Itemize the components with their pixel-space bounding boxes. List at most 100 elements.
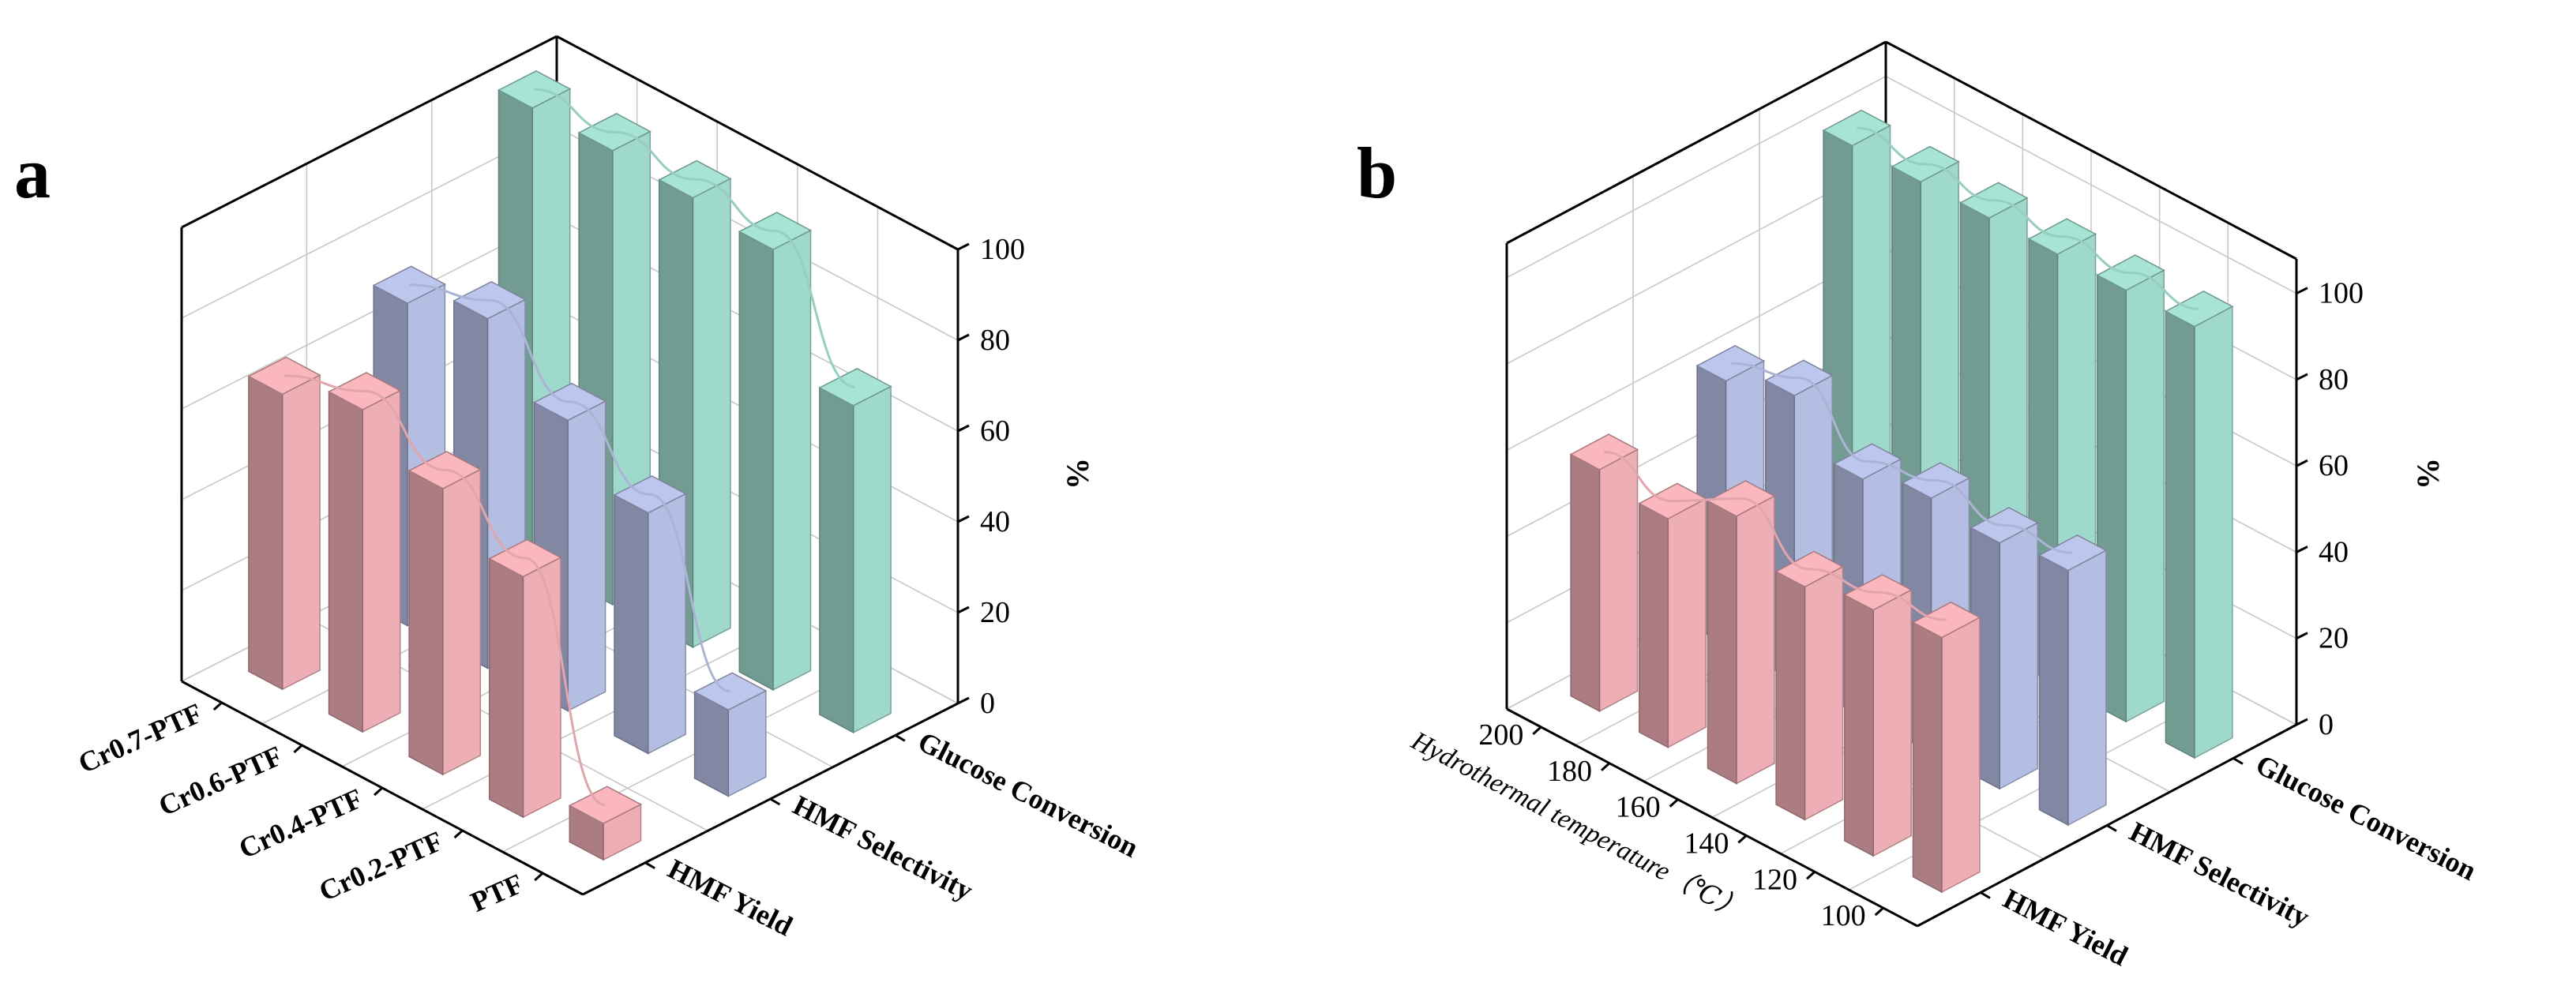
z-tick-mark <box>957 515 970 523</box>
bar-side-face <box>2038 554 2069 827</box>
z-axis-ticks: 0 20 40 60 80 100% <box>957 233 1095 720</box>
category-tick-mark <box>293 744 303 754</box>
series-tick-mark <box>895 734 906 742</box>
wall-gridline <box>1506 248 1887 451</box>
category-label: 180 <box>1547 755 1592 788</box>
z-tick-label: 100 <box>2319 277 2364 310</box>
panel-letter-b: b <box>1357 133 1397 213</box>
bar-front-face <box>2125 269 2165 723</box>
z-tick-mark <box>957 424 970 433</box>
bar-side-face <box>328 390 363 733</box>
category-tick-mark <box>212 701 223 711</box>
bar-glucose-conversion-120 <box>2096 254 2165 723</box>
z-tick-mark <box>2296 373 2308 381</box>
bar-side-face <box>1844 594 1874 857</box>
bar-side-face <box>738 231 774 692</box>
series-line-hmf-yield <box>284 374 606 807</box>
chart-panel-a: a 020406080100%PTFCr0.2-PTFCr0.4-PTFCr0.… <box>14 35 1143 942</box>
bar-hmf-yield-120 <box>1843 574 1913 857</box>
z-tick-mark <box>2296 459 2308 467</box>
z-tick-mark <box>957 333 970 342</box>
series-label: Glucose Conversion <box>2251 748 2481 887</box>
wall-gridline <box>1506 75 1887 279</box>
category-tick-mark <box>1874 906 1884 917</box>
bar-hmf-yield-180 <box>1638 482 1707 748</box>
bar-hmf-selectivity-cr0.2-ptf <box>613 474 687 755</box>
bar-front-face <box>1736 495 1775 785</box>
z-tick-label: 40 <box>2319 535 2349 568</box>
bar-side-face <box>1570 453 1601 713</box>
category-tick-mark <box>1669 798 1679 808</box>
bar-front-face <box>692 178 731 649</box>
bar-hmf-yield-cr0.6-ptf <box>327 372 402 733</box>
bar-side-face <box>1912 621 1943 894</box>
wall-gridline <box>181 126 558 319</box>
wall-gridline <box>181 217 558 410</box>
bar-side-face <box>248 375 284 691</box>
series-tick-mark <box>769 797 781 806</box>
z-tick-label: 0 <box>2319 708 2334 741</box>
bar-hmf-selectivity-120 <box>1970 507 2039 790</box>
z-tick-label: 60 <box>980 414 1010 448</box>
series-line-glucose-conversion <box>1857 126 2199 310</box>
bar-hmf-yield-200 <box>1569 433 1639 713</box>
z-tick-mark <box>2296 718 2308 726</box>
category-tick-mark <box>1737 834 1748 844</box>
bar-front-face <box>1667 497 1707 748</box>
bar-front-face <box>522 556 561 819</box>
series-label: HMF Yield <box>1998 883 2132 972</box>
axis-line <box>1506 707 1918 928</box>
category-tick-mark <box>1600 762 1611 771</box>
bar-front-face <box>852 385 892 734</box>
bar-hmf-selectivity-100 <box>2037 534 2108 827</box>
bar-hmf-yield-160 <box>1706 480 1776 785</box>
z-tick-mark <box>957 242 970 251</box>
z-axis-title: % <box>1060 458 1095 489</box>
bar-front-face <box>1598 448 1639 713</box>
bar-glucose-conversion-100 <box>2164 291 2234 759</box>
wall-gridline <box>1506 162 1887 365</box>
series-tick-mark <box>1980 891 1991 899</box>
z-tick-mark <box>2296 632 2308 640</box>
bar-hmf-yield-140 <box>1774 550 1845 821</box>
z-tick-mark <box>2296 546 2308 553</box>
bar-hmf-yield-100 <box>1911 602 1981 894</box>
category-label: PTF <box>466 868 528 918</box>
axis-line <box>181 35 558 229</box>
category-label: Cr0.7-PTF <box>73 697 207 779</box>
z-tick-mark <box>2296 287 2308 295</box>
bar-front-face <box>362 389 401 733</box>
series-tick-mark <box>2232 757 2244 765</box>
bars <box>1569 109 2234 894</box>
category-label: 200 <box>1478 718 1523 752</box>
z-tick-label: 0 <box>980 687 995 720</box>
z-tick-label: 20 <box>980 596 1010 629</box>
bar-front-face <box>281 373 321 691</box>
z-tick-mark <box>957 696 970 705</box>
bar-side-face <box>408 469 444 776</box>
series-tick-mark <box>644 861 655 869</box>
series-lines <box>284 88 856 807</box>
bar-side-face <box>2165 310 2195 759</box>
z-axis-title: % <box>2410 458 2446 489</box>
series-line-glucose-conversion <box>534 88 856 388</box>
bar-side-face <box>1707 500 1737 785</box>
category-label: 120 <box>1752 863 1797 896</box>
series-tick-mark <box>2106 824 2117 832</box>
bar-front-face <box>442 468 482 776</box>
z-tick-label: 80 <box>2319 363 2349 396</box>
floor-gridline <box>1848 688 2229 891</box>
category-label: 140 <box>1684 827 1729 860</box>
bar-side-face <box>488 557 524 819</box>
z-tick-label: 80 <box>980 324 1010 357</box>
wall-gridline <box>1506 334 1887 538</box>
category-tick-mark <box>1805 871 1816 880</box>
category-label: 160 <box>1616 791 1661 824</box>
bar-front-face <box>2194 305 2233 759</box>
bar-side-face <box>1639 502 1669 748</box>
floor-gridline <box>422 617 798 810</box>
series-line-hmf-selectivity <box>1730 362 2073 554</box>
category-label: 100 <box>1821 899 1866 932</box>
z-tick-label: 20 <box>2319 622 2349 655</box>
